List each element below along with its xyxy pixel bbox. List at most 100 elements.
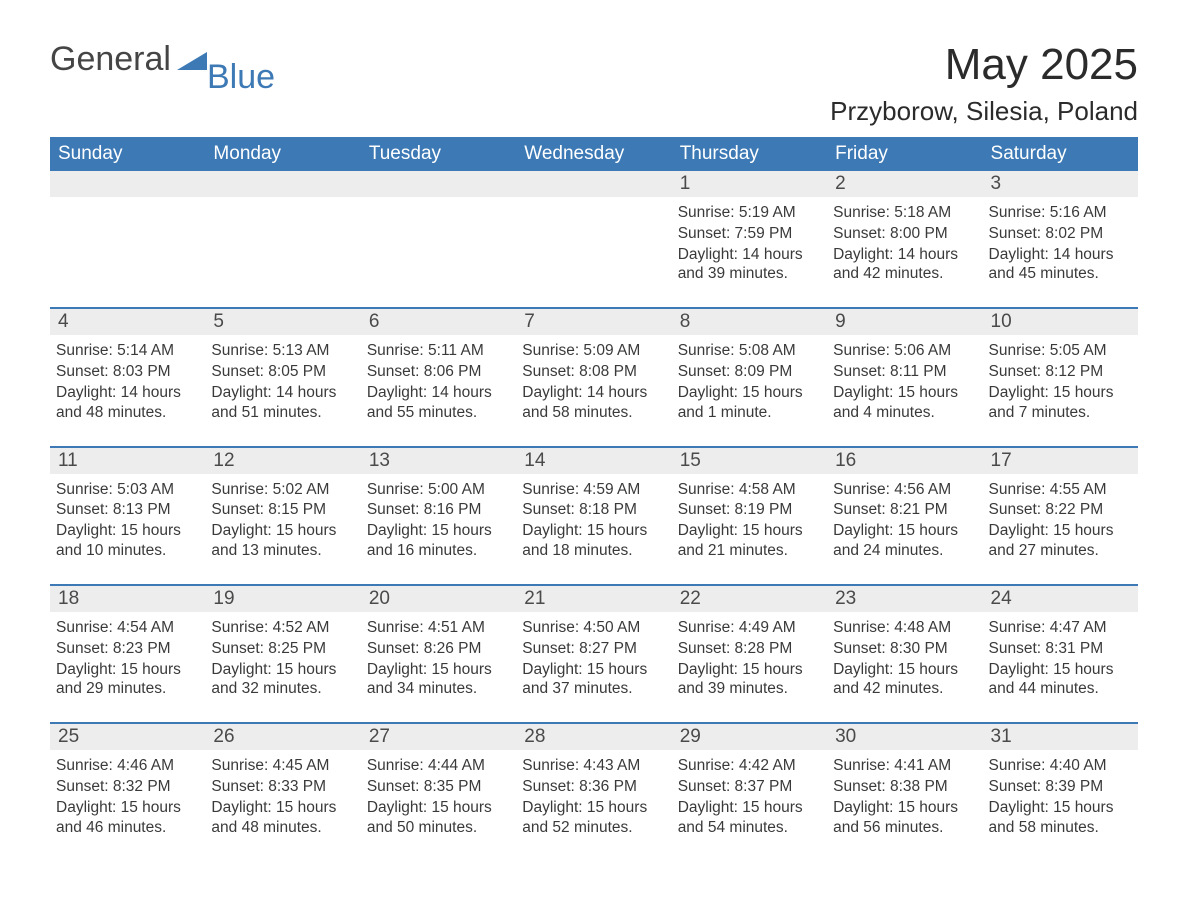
- day-number: 13: [361, 448, 516, 474]
- logo-text-blue: Blue: [207, 58, 275, 97]
- sunset-line: Sunset: 8:35 PM: [367, 777, 510, 797]
- calendar-cell: 29Sunrise: 4:42 AMSunset: 8:37 PMDayligh…: [672, 723, 827, 860]
- logo-text-general: General: [50, 40, 171, 79]
- day-details: Sunrise: 4:41 AMSunset: 8:38 PMDaylight:…: [827, 750, 982, 860]
- sunrise-line: Sunrise: 5:09 AM: [522, 341, 665, 361]
- sunset-line: Sunset: 8:11 PM: [833, 362, 976, 382]
- calendar-cell: 12Sunrise: 5:02 AMSunset: 8:15 PMDayligh…: [205, 447, 360, 585]
- sunrise-line: Sunrise: 5:16 AM: [989, 203, 1132, 223]
- daylight-line: Daylight: 15 hours and 7 minutes.: [989, 383, 1132, 423]
- sunrise-line: Sunrise: 5:02 AM: [211, 480, 354, 500]
- sunset-line: Sunset: 8:12 PM: [989, 362, 1132, 382]
- daylight-line: Daylight: 14 hours and 45 minutes.: [989, 245, 1132, 285]
- empty-day: [205, 171, 360, 197]
- sunrise-line: Sunrise: 4:45 AM: [211, 756, 354, 776]
- day-details: Sunrise: 5:14 AMSunset: 8:03 PMDaylight:…: [50, 335, 205, 445]
- daylight-line: Daylight: 14 hours and 48 minutes.: [56, 383, 199, 423]
- day-details: Sunrise: 5:05 AMSunset: 8:12 PMDaylight:…: [983, 335, 1138, 445]
- sunset-line: Sunset: 8:38 PM: [833, 777, 976, 797]
- sunset-line: Sunset: 8:22 PM: [989, 500, 1132, 520]
- sunrise-line: Sunrise: 5:03 AM: [56, 480, 199, 500]
- calendar-cell: 22Sunrise: 4:49 AMSunset: 8:28 PMDayligh…: [672, 585, 827, 723]
- sunset-line: Sunset: 8:28 PM: [678, 639, 821, 659]
- day-number: 16: [827, 448, 982, 474]
- day-number: 22: [672, 586, 827, 612]
- day-number: 2: [827, 171, 982, 197]
- sunrise-line: Sunrise: 4:55 AM: [989, 480, 1132, 500]
- calendar-row: 4Sunrise: 5:14 AMSunset: 8:03 PMDaylight…: [50, 308, 1138, 446]
- day-number: 14: [516, 448, 671, 474]
- day-number: 7: [516, 309, 671, 335]
- day-number: 26: [205, 724, 360, 750]
- day-details: Sunrise: 4:42 AMSunset: 8:37 PMDaylight:…: [672, 750, 827, 860]
- calendar-cell: 17Sunrise: 4:55 AMSunset: 8:22 PMDayligh…: [983, 447, 1138, 585]
- daylight-line: Daylight: 14 hours and 58 minutes.: [522, 383, 665, 423]
- sunset-line: Sunset: 8:27 PM: [522, 639, 665, 659]
- calendar-cell: 4Sunrise: 5:14 AMSunset: 8:03 PMDaylight…: [50, 308, 205, 446]
- day-number: 29: [672, 724, 827, 750]
- calendar-cell: 14Sunrise: 4:59 AMSunset: 8:18 PMDayligh…: [516, 447, 671, 585]
- day-details: Sunrise: 4:46 AMSunset: 8:32 PMDaylight:…: [50, 750, 205, 860]
- sunset-line: Sunset: 8:23 PM: [56, 639, 199, 659]
- empty-day: [361, 171, 516, 197]
- day-details: Sunrise: 4:52 AMSunset: 8:25 PMDaylight:…: [205, 612, 360, 722]
- location-text: Przyborow, Silesia, Poland: [830, 96, 1138, 127]
- weekday-header: Saturday: [983, 137, 1138, 171]
- day-details: Sunrise: 4:59 AMSunset: 8:18 PMDaylight:…: [516, 474, 671, 584]
- daylight-line: Daylight: 15 hours and 42 minutes.: [833, 660, 976, 700]
- calendar-cell: 30Sunrise: 4:41 AMSunset: 8:38 PMDayligh…: [827, 723, 982, 860]
- calendar-cell: [361, 171, 516, 308]
- day-number: 5: [205, 309, 360, 335]
- day-number: 20: [361, 586, 516, 612]
- weekday-header: Wednesday: [516, 137, 671, 171]
- day-details: Sunrise: 4:43 AMSunset: 8:36 PMDaylight:…: [516, 750, 671, 860]
- daylight-line: Daylight: 15 hours and 4 minutes.: [833, 383, 976, 423]
- day-number: 9: [827, 309, 982, 335]
- calendar-cell: [516, 171, 671, 308]
- daylight-line: Daylight: 15 hours and 10 minutes.: [56, 521, 199, 561]
- sunrise-line: Sunrise: 4:47 AM: [989, 618, 1132, 638]
- day-details: Sunrise: 5:18 AMSunset: 8:00 PMDaylight:…: [827, 197, 982, 307]
- day-number: 11: [50, 448, 205, 474]
- sunset-line: Sunset: 8:33 PM: [211, 777, 354, 797]
- day-details: Sunrise: 5:09 AMSunset: 8:08 PMDaylight:…: [516, 335, 671, 445]
- calendar-cell: 16Sunrise: 4:56 AMSunset: 8:21 PMDayligh…: [827, 447, 982, 585]
- day-details: Sunrise: 5:02 AMSunset: 8:15 PMDaylight:…: [205, 474, 360, 584]
- day-details: Sunrise: 4:58 AMSunset: 8:19 PMDaylight:…: [672, 474, 827, 584]
- logo-triangle-icon: [177, 46, 207, 75]
- day-details: Sunrise: 5:11 AMSunset: 8:06 PMDaylight:…: [361, 335, 516, 445]
- daylight-line: Daylight: 15 hours and 34 minutes.: [367, 660, 510, 700]
- sunset-line: Sunset: 8:09 PM: [678, 362, 821, 382]
- day-number: 12: [205, 448, 360, 474]
- day-details: Sunrise: 5:16 AMSunset: 8:02 PMDaylight:…: [983, 197, 1138, 307]
- day-number: 10: [983, 309, 1138, 335]
- calendar-cell: 2Sunrise: 5:18 AMSunset: 8:00 PMDaylight…: [827, 171, 982, 308]
- calendar-cell: 15Sunrise: 4:58 AMSunset: 8:19 PMDayligh…: [672, 447, 827, 585]
- daylight-line: Daylight: 15 hours and 32 minutes.: [211, 660, 354, 700]
- daylight-line: Daylight: 15 hours and 39 minutes.: [678, 660, 821, 700]
- sunset-line: Sunset: 8:18 PM: [522, 500, 665, 520]
- daylight-line: Daylight: 15 hours and 37 minutes.: [522, 660, 665, 700]
- title-block: May 2025 Przyborow, Silesia, Poland: [830, 40, 1138, 127]
- calendar-cell: 26Sunrise: 4:45 AMSunset: 8:33 PMDayligh…: [205, 723, 360, 860]
- day-details: Sunrise: 5:06 AMSunset: 8:11 PMDaylight:…: [827, 335, 982, 445]
- day-number: 25: [50, 724, 205, 750]
- sunset-line: Sunset: 8:03 PM: [56, 362, 199, 382]
- sunset-line: Sunset: 8:00 PM: [833, 224, 976, 244]
- day-details: Sunrise: 5:19 AMSunset: 7:59 PMDaylight:…: [672, 197, 827, 307]
- daylight-line: Daylight: 15 hours and 21 minutes.: [678, 521, 821, 561]
- sunrise-line: Sunrise: 4:59 AM: [522, 480, 665, 500]
- sunrise-line: Sunrise: 4:50 AM: [522, 618, 665, 638]
- daylight-line: Daylight: 14 hours and 51 minutes.: [211, 383, 354, 423]
- sunrise-line: Sunrise: 5:18 AM: [833, 203, 976, 223]
- weekday-header: Sunday: [50, 137, 205, 171]
- day-number: 1: [672, 171, 827, 197]
- sunset-line: Sunset: 8:25 PM: [211, 639, 354, 659]
- day-number: 3: [983, 171, 1138, 197]
- daylight-line: Daylight: 15 hours and 29 minutes.: [56, 660, 199, 700]
- calendar-cell: 19Sunrise: 4:52 AMSunset: 8:25 PMDayligh…: [205, 585, 360, 723]
- sunrise-line: Sunrise: 5:06 AM: [833, 341, 976, 361]
- calendar-table: SundayMondayTuesdayWednesdayThursdayFrid…: [50, 137, 1138, 861]
- day-details: Sunrise: 4:50 AMSunset: 8:27 PMDaylight:…: [516, 612, 671, 722]
- month-title: May 2025: [830, 40, 1138, 90]
